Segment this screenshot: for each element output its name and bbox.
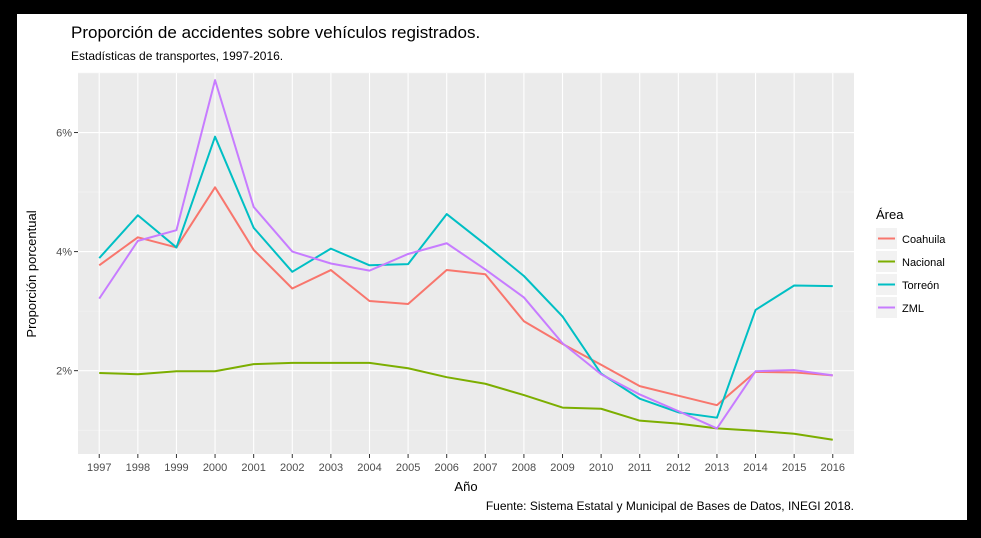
x-tick-label: 2001 xyxy=(241,462,265,474)
chart-title: Proporción de accidentes sobre vehículos… xyxy=(71,23,480,42)
chart-frame: Proporción de accidentes sobre vehículos… xyxy=(17,14,967,520)
x-tick-label: 2013 xyxy=(705,462,729,474)
x-tick-label: 2007 xyxy=(473,462,497,474)
y-tick-label: 6% xyxy=(56,128,72,140)
x-tick-label: 2016 xyxy=(821,462,845,474)
x-tick-label: 1998 xyxy=(126,462,150,474)
x-tick-label: 2000 xyxy=(203,462,227,474)
legend-label-torreón: Torreón xyxy=(902,280,939,292)
x-tick-label: 2002 xyxy=(280,462,304,474)
x-tick-label: 2010 xyxy=(589,462,613,474)
x-tick-label: 2011 xyxy=(628,462,652,474)
legend-label-nacional: Nacional xyxy=(902,257,945,269)
legend-label-zml: ZML xyxy=(902,303,924,315)
y-axis-title: Proporción porcentual xyxy=(24,210,39,337)
x-tick-label: 2009 xyxy=(550,462,574,474)
gridlines xyxy=(78,72,854,454)
x-tick-label: 2015 xyxy=(782,462,806,474)
legend-title: Área xyxy=(876,207,904,222)
series-line-coahuila xyxy=(98,186,833,407)
x-tick-label: 1999 xyxy=(164,462,188,474)
y-tick-label: 2% xyxy=(56,366,72,378)
x-tick-label: 2004 xyxy=(357,462,381,474)
line-chart: Proporción de accidentes sobre vehículos… xyxy=(24,23,946,513)
x-tick-label: 2003 xyxy=(319,462,343,474)
x-tick-label: 2014 xyxy=(743,462,767,474)
legend-label-coahuila: Coahuila xyxy=(902,234,946,246)
y-tick-label: 4% xyxy=(56,247,72,259)
series-lines xyxy=(98,79,833,441)
series-line-torreón xyxy=(98,135,833,419)
x-axis-ticks: 1997 1998 1999 2000 2001 2002 2003 2004 2005 2006… xyxy=(87,454,845,474)
source-caption: Fuente: Sistema Estatal y Municipal de B… xyxy=(486,499,854,513)
legend: Área Coahuila Nacional Torreón ZML xyxy=(876,207,946,318)
x-tick-label: 2008 xyxy=(512,462,536,474)
y-axis-ticks: 2% 4% 6% xyxy=(56,128,78,378)
plot-panel xyxy=(78,73,854,454)
x-tick-label: 2012 xyxy=(666,462,690,474)
series-line-nacional xyxy=(99,361,833,441)
x-tick-label: 1997 xyxy=(87,462,111,474)
x-tick-label: 2006 xyxy=(434,462,458,474)
chart-subtitle: Estadísticas de transportes, 1997-2016. xyxy=(71,49,283,63)
x-axis-title: Año xyxy=(454,479,477,494)
series-line-zml xyxy=(98,79,833,430)
x-tick-label: 2005 xyxy=(396,462,420,474)
